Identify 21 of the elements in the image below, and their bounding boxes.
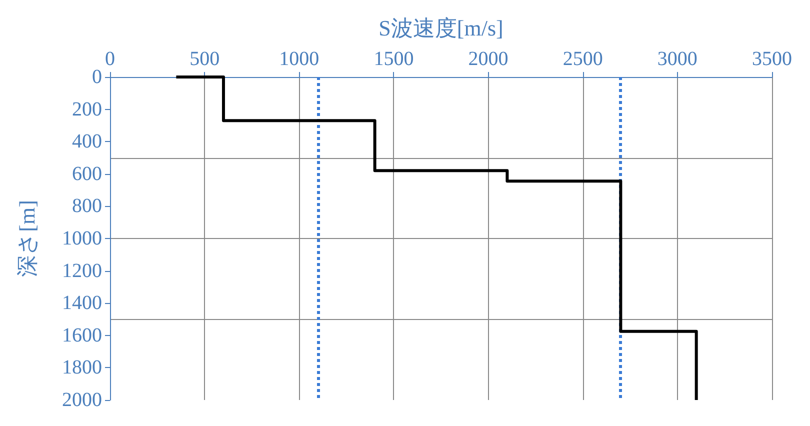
x-axis-title: S波速度[m/s] bbox=[378, 16, 504, 40]
x-tick-label: 3000 bbox=[657, 48, 698, 70]
y-tick-label: 1600 bbox=[62, 324, 102, 346]
x-tick-label: 1000 bbox=[279, 48, 320, 70]
y-tick-label: 800 bbox=[72, 195, 102, 218]
y-tick-label: 400 bbox=[72, 130, 102, 153]
line-series bbox=[174, 76, 698, 402]
y-tick-label: 600 bbox=[72, 162, 102, 185]
y-tick-label: 2000 bbox=[62, 389, 102, 411]
x-tick-label: 2500 bbox=[562, 48, 603, 70]
y-tick-label: 1000 bbox=[62, 228, 102, 250]
x-tick-label: 500 bbox=[190, 48, 220, 70]
y-tick-label: 0 bbox=[92, 66, 102, 88]
x-tick-label: 2000 bbox=[468, 48, 508, 70]
y-tick-label: 1200 bbox=[62, 260, 102, 282]
y-tick-label: 1400 bbox=[62, 292, 102, 314]
y-axis-title: 深さ[m] bbox=[14, 200, 40, 277]
x-tick-label: 1500 bbox=[374, 48, 414, 70]
y-tick-label: 200 bbox=[72, 98, 102, 120]
x-tick-label: 3500 bbox=[752, 48, 792, 70]
y-tick-label: 1800 bbox=[62, 356, 102, 379]
